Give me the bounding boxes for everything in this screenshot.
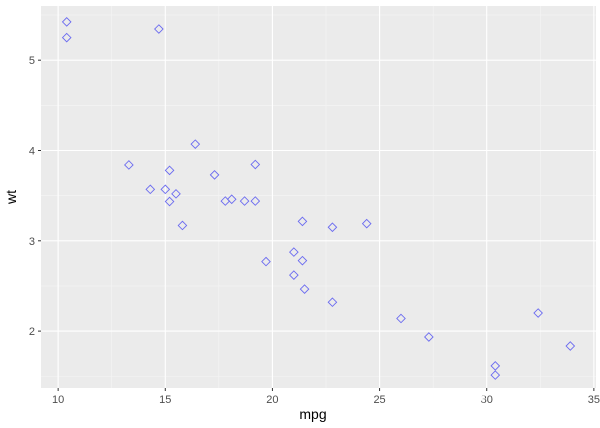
- data-point: [250, 159, 261, 170]
- data-point: [424, 332, 434, 342]
- data-point: [160, 184, 171, 195]
- major-gridlines: [41, 6, 596, 388]
- data-point: [154, 24, 164, 34]
- x-tick-label: 30: [481, 394, 493, 406]
- y-tick-label: 5: [29, 55, 35, 67]
- data-point: [164, 165, 175, 176]
- data-point: [261, 256, 271, 267]
- data-point: [239, 196, 250, 206]
- y-axis-label: wt: [3, 190, 19, 205]
- data-point: [396, 313, 406, 324]
- x-tick-label: 15: [159, 394, 171, 406]
- x-tick-label: 25: [373, 394, 385, 406]
- x-tick-label: 10: [52, 394, 64, 406]
- minor-gridlines: [41, 6, 596, 388]
- data-point: [124, 160, 134, 170]
- data-point: [327, 222, 338, 233]
- data-point: [226, 194, 237, 205]
- y-tick-label: 3: [29, 236, 35, 248]
- data-point: [190, 139, 201, 150]
- data-point: [297, 216, 308, 227]
- data-point: [61, 32, 72, 43]
- watermark-text: 知乎 @chen586: [457, 394, 572, 412]
- data-point: [297, 255, 308, 266]
- x-tick-label: 35: [588, 394, 600, 406]
- data-point: [299, 284, 310, 294]
- data-point: [490, 370, 501, 380]
- data-point: [490, 361, 501, 371]
- data-point: [289, 247, 299, 257]
- x-axis: 10 15 20 25 30 35: [52, 388, 600, 406]
- data-point: [220, 196, 231, 206]
- data-point: [177, 220, 188, 231]
- plot-panel: [41, 6, 596, 388]
- y-tick-label: 2: [29, 326, 35, 338]
- data-point: [250, 196, 261, 206]
- data-point: [327, 297, 338, 308]
- y-tick-label: 4: [29, 145, 35, 157]
- data-point: [565, 341, 576, 351]
- data-point: [209, 170, 220, 180]
- data-points: [61, 17, 576, 380]
- data-point: [61, 17, 72, 27]
- data-point: [171, 189, 181, 199]
- data-point: [145, 184, 156, 195]
- data-point: [361, 218, 372, 229]
- data-point: [164, 196, 175, 207]
- x-axis-label: mpg: [299, 406, 326, 422]
- data-point: [289, 270, 299, 280]
- y-axis: 2 3 4 5: [29, 55, 41, 338]
- x-tick-label: 20: [266, 394, 278, 406]
- data-point: [533, 308, 543, 318]
